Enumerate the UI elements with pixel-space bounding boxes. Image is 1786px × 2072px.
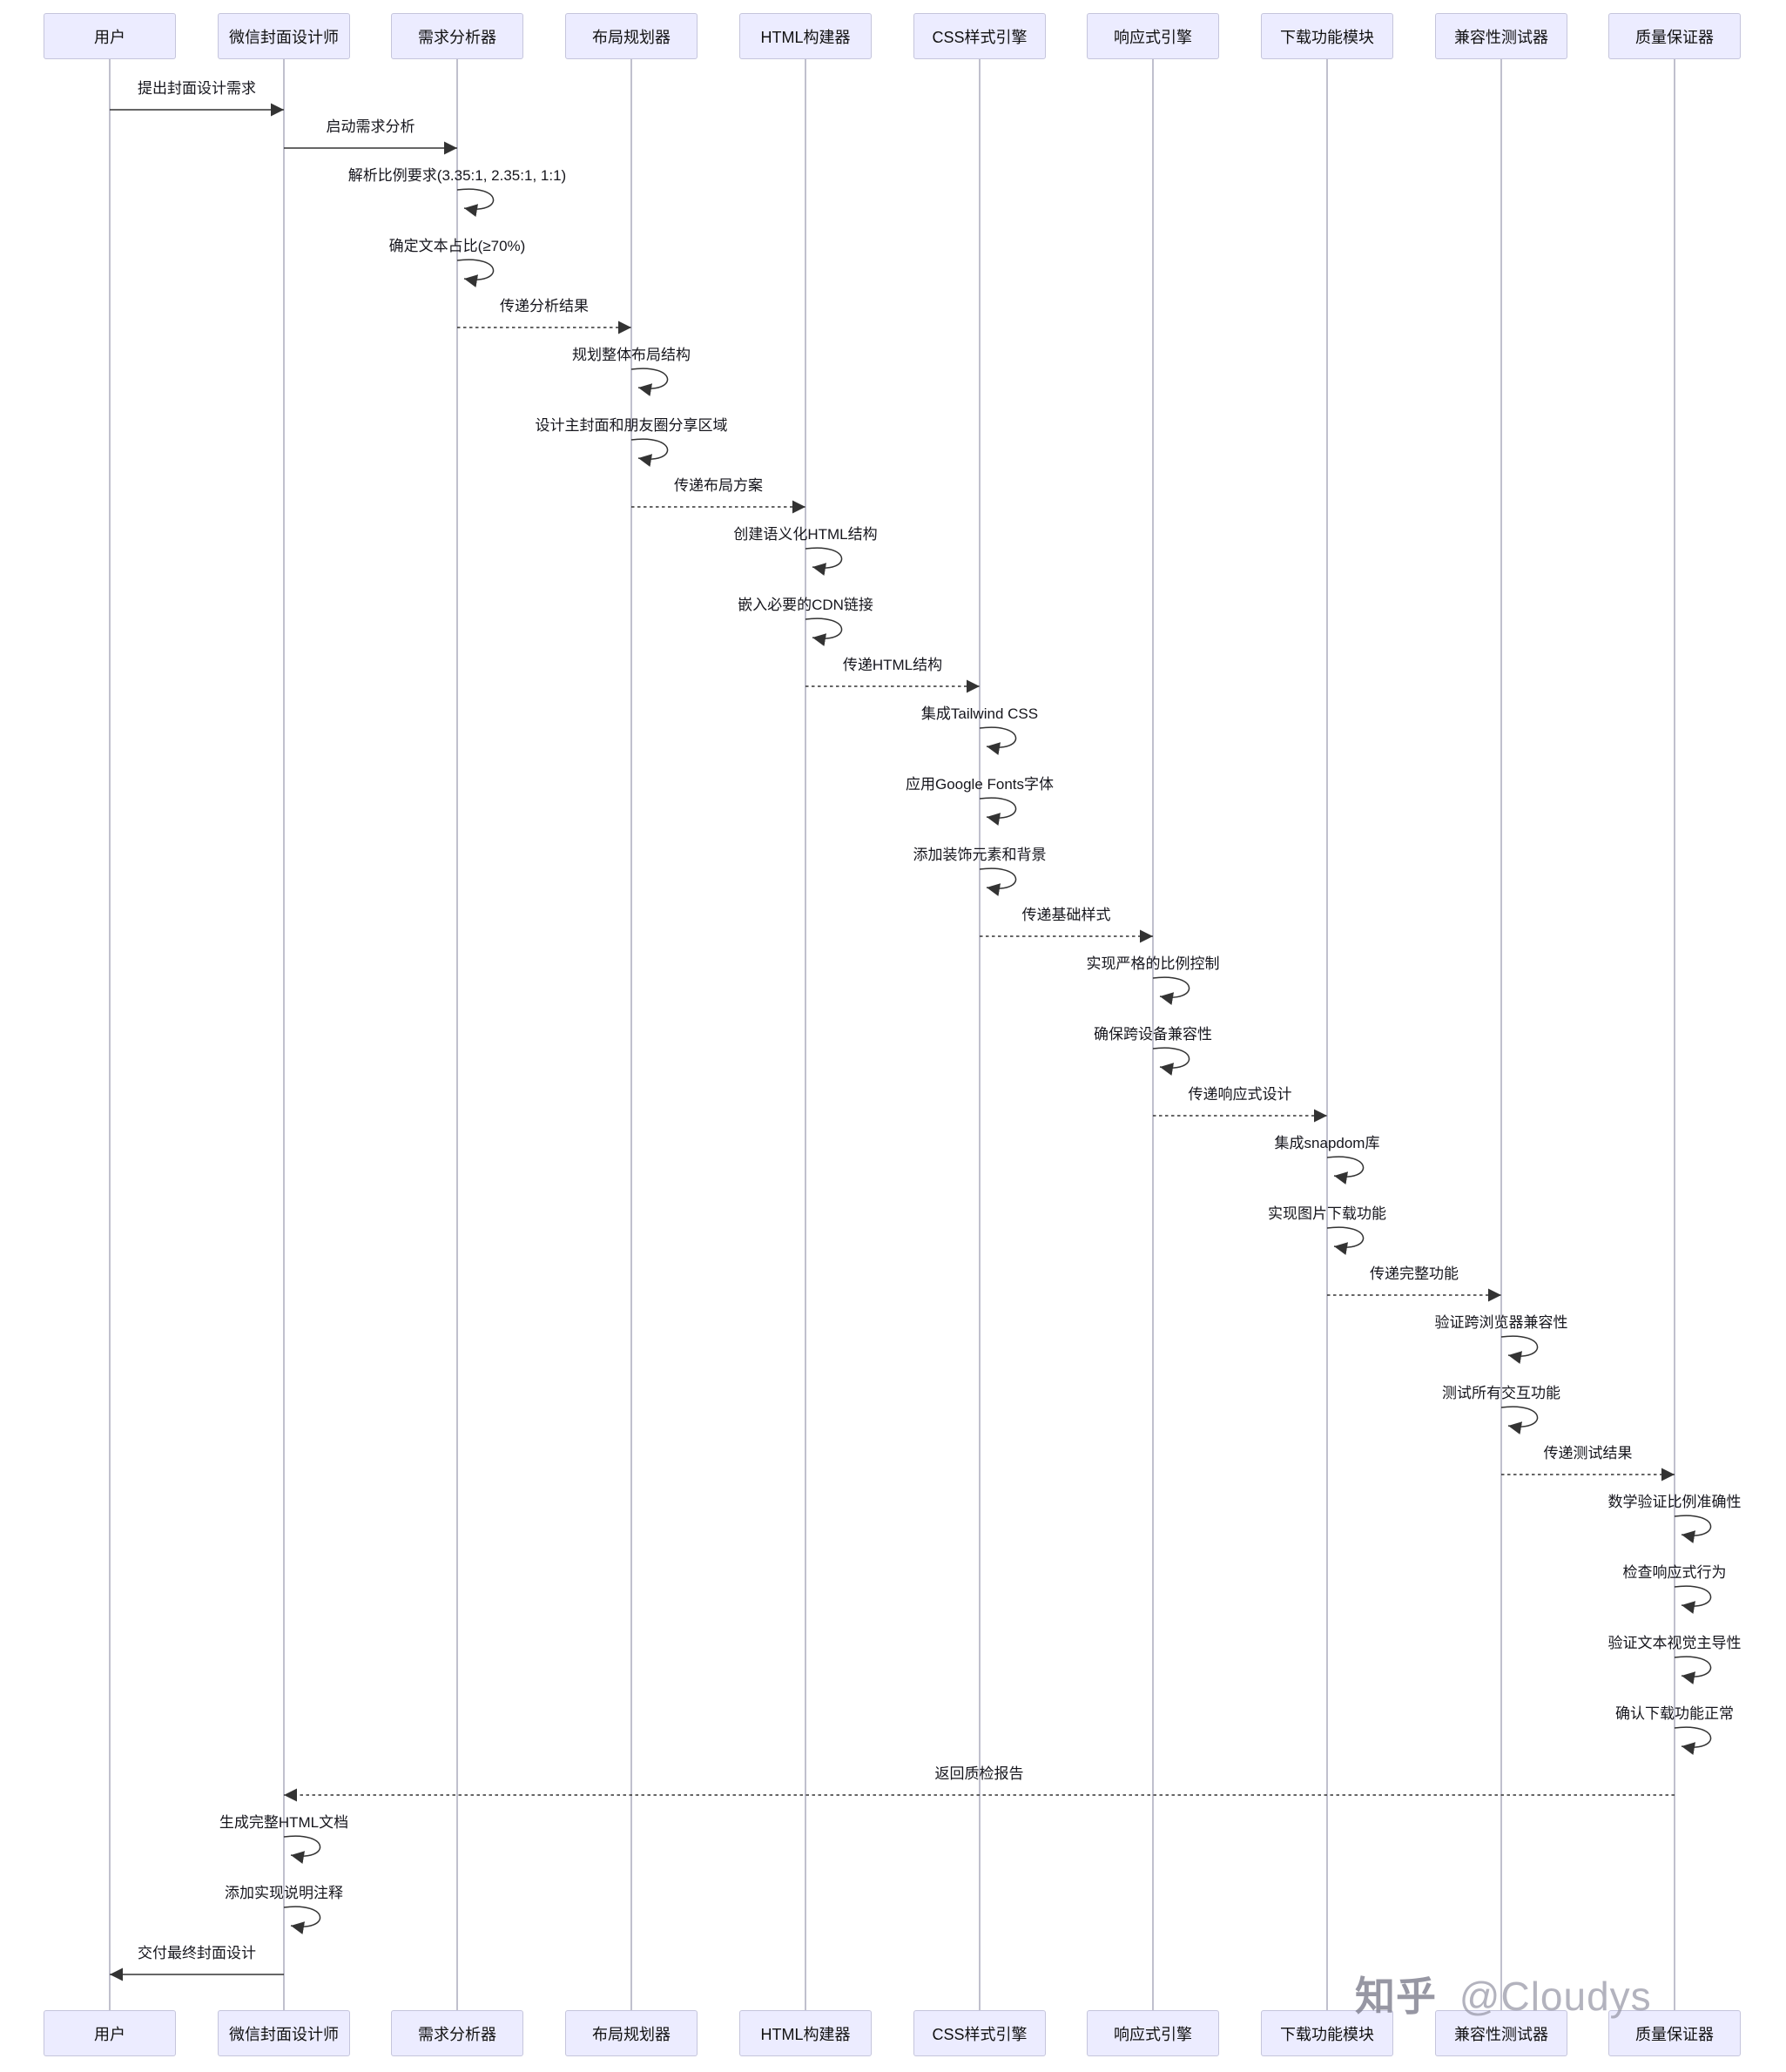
self-message-label: 实现严格的比例控制 bbox=[1086, 955, 1220, 972]
participant-top-layout-planner: 布局规划器 bbox=[565, 13, 698, 59]
message-label: 传递布局方案 bbox=[674, 477, 763, 494]
participant-top-wechat-cover-designer: 微信封面设计师 bbox=[218, 13, 350, 59]
participant-bottom-responsive-engine: 响应式引擎 bbox=[1087, 2010, 1219, 2056]
self-message-label: 确保跨设备兼容性 bbox=[1094, 1026, 1212, 1043]
zhihu-logo-text: 知乎 bbox=[1355, 1974, 1437, 2019]
self-loop-arrow bbox=[456, 259, 495, 287]
message-label: 启动需求分析 bbox=[326, 118, 415, 135]
message-label: 传递测试结果 bbox=[1543, 1445, 1633, 1461]
self-loop-arrow bbox=[1674, 1726, 1712, 1755]
self-message-label: 确定文本占比(≥70%) bbox=[388, 238, 526, 254]
participant-top-compatibility-tester: 兼容性测试器 bbox=[1435, 13, 1567, 59]
participant-bottom-wechat-cover-designer: 微信封面设计师 bbox=[218, 2010, 350, 2056]
participant-bottom-download-module: 下载功能模块 bbox=[1261, 2010, 1393, 2056]
self-loop-arrow bbox=[1674, 1515, 1712, 1543]
self-loop-arrow bbox=[979, 867, 1017, 896]
self-message-label: 测试所有交互功能 bbox=[1442, 1385, 1560, 1401]
participant-top-user: 用户 bbox=[44, 13, 176, 59]
self-loop-arrow bbox=[630, 368, 669, 396]
participant-top-qa-assurance: 质量保证器 bbox=[1608, 13, 1741, 59]
message-label: 传递HTML结构 bbox=[842, 657, 943, 673]
self-loop-arrow bbox=[1500, 1406, 1539, 1434]
participant-top-requirement-analyzer: 需求分析器 bbox=[391, 13, 523, 59]
self-message-label: 解析比例要求(3.35:1, 2.35:1, 1:1) bbox=[347, 167, 567, 184]
self-loop-arrow bbox=[1326, 1156, 1365, 1184]
self-loop-arrow bbox=[805, 547, 843, 576]
participant-bottom-html-builder: HTML构建器 bbox=[739, 2010, 872, 2056]
participant-top-download-module: 下载功能模块 bbox=[1261, 13, 1393, 59]
self-loop-arrow bbox=[1674, 1656, 1712, 1684]
self-message-label: 验证文本视觉主导性 bbox=[1607, 1635, 1742, 1651]
self-loop-arrow bbox=[283, 1835, 321, 1864]
participant-bottom-qa-assurance: 质量保证器 bbox=[1608, 2010, 1741, 2056]
self-loop-arrow bbox=[456, 188, 495, 217]
self-message-label: 检查响应式行为 bbox=[1622, 1564, 1727, 1581]
participant-bottom-requirement-analyzer: 需求分析器 bbox=[391, 2010, 523, 2056]
self-message-label: 生成完整HTML文档 bbox=[219, 1814, 349, 1831]
self-loop-arrow bbox=[1674, 1585, 1712, 1614]
self-loop-arrow bbox=[1500, 1335, 1539, 1364]
participant-top-responsive-engine: 响应式引擎 bbox=[1087, 13, 1219, 59]
watermark-username: @Cloudys bbox=[1459, 1974, 1652, 2019]
self-message-label: 添加实现说明注释 bbox=[225, 1885, 343, 1901]
participant-bottom-compatibility-tester: 兼容性测试器 bbox=[1435, 2010, 1567, 2056]
self-message-label: 规划整体布局结构 bbox=[572, 347, 691, 363]
self-loop-arrow bbox=[979, 726, 1017, 755]
participant-top-html-builder: HTML构建器 bbox=[739, 13, 872, 59]
self-loop-arrow bbox=[630, 438, 669, 467]
self-loop-arrow bbox=[805, 618, 843, 646]
self-message-label: 添加装饰元素和背景 bbox=[913, 847, 1047, 863]
self-loop-arrow bbox=[979, 797, 1017, 826]
self-message-label: 集成snapdom库 bbox=[1274, 1135, 1380, 1151]
self-message-label: 应用Google Fonts字体 bbox=[905, 776, 1055, 793]
participant-bottom-user: 用户 bbox=[44, 2010, 176, 2056]
message-label: 返回质检报告 bbox=[934, 1765, 1024, 1782]
self-loop-arrow bbox=[283, 1906, 321, 1934]
message-label: 传递基础样式 bbox=[1021, 907, 1111, 923]
message-label: 交付最终封面设计 bbox=[138, 1945, 256, 1961]
participant-top-css-style-engine: CSS样式引擎 bbox=[913, 13, 1046, 59]
self-message-label: 数学验证比例准确性 bbox=[1607, 1494, 1742, 1510]
self-message-label: 嵌入必要的CDN链接 bbox=[738, 597, 873, 613]
message-label: 传递完整功能 bbox=[1370, 1265, 1459, 1282]
zhihu-watermark: 知乎 @Cloudys bbox=[1355, 1965, 1652, 2022]
self-message-label: 确认下载功能正常 bbox=[1615, 1705, 1734, 1722]
self-loop-arrow bbox=[1152, 1047, 1190, 1076]
self-loop-arrow bbox=[1152, 976, 1190, 1005]
self-message-label: 验证跨浏览器兼容性 bbox=[1434, 1314, 1568, 1331]
self-message-label: 设计主封面和朋友圈分享区域 bbox=[535, 417, 728, 434]
self-message-label: 创建语义化HTML结构 bbox=[733, 526, 878, 543]
self-loop-arrow bbox=[1326, 1226, 1365, 1255]
message-label: 传递响应式设计 bbox=[1188, 1086, 1292, 1103]
self-message-label: 集成Tailwind CSS bbox=[920, 705, 1039, 722]
self-message-label: 实现图片下载功能 bbox=[1268, 1205, 1386, 1222]
participant-bottom-layout-planner: 布局规划器 bbox=[565, 2010, 698, 2056]
message-label: 提出封面设计需求 bbox=[138, 80, 256, 97]
message-label: 传递分析结果 bbox=[500, 298, 589, 314]
participant-bottom-css-style-engine: CSS样式引擎 bbox=[913, 2010, 1046, 2056]
